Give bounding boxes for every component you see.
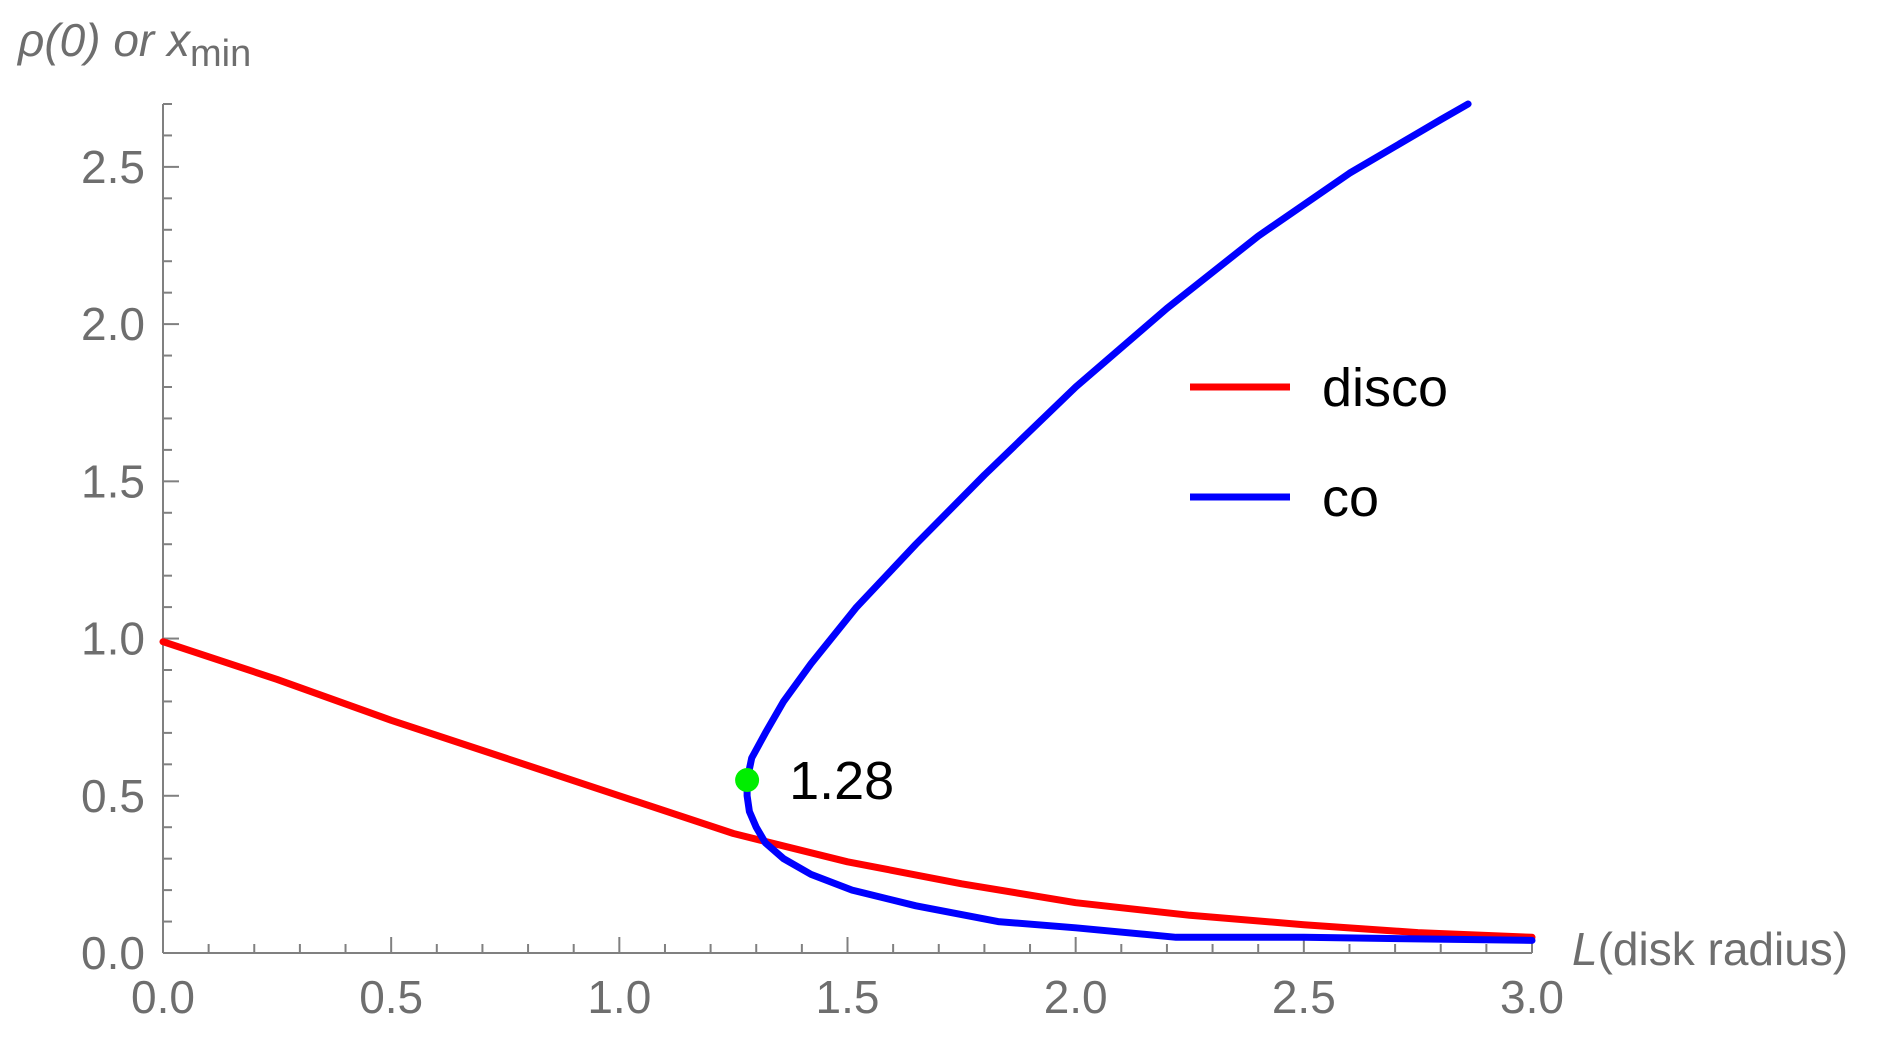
series-line-disco — [159, 638, 1536, 941]
x-axis-title-rest: (disk radius) — [1598, 923, 1849, 975]
x-axis-title-var: L — [1572, 923, 1598, 975]
x-tick-label: 1.0 — [587, 971, 651, 1023]
series-line-co — [743, 100, 1536, 944]
y-tick-label: 1.5 — [81, 455, 145, 507]
y-axis-title-sub: min — [190, 33, 251, 75]
x-tick-label: 2.5 — [1272, 971, 1336, 1023]
legend: disco co — [1190, 358, 1448, 528]
y-tick-label: 1.0 — [81, 613, 145, 665]
axes: 0.0 0.5 1.0 1.5 2.0 2.5 3.0 0.0 0.5 1.0 1.5 2.0 2.5 — [81, 103, 1564, 1023]
y-tick-label: 2.0 — [81, 298, 145, 350]
y-axis-title-prefix: ρ(0) or — [16, 14, 167, 66]
y-axis-title: ρ(0) or xmin — [16, 14, 251, 75]
annotation-marker — [735, 768, 760, 793]
y-tick-label: 0.0 — [81, 927, 145, 979]
y-tick-label: 2.5 — [81, 141, 145, 193]
legend-label-co: co — [1322, 468, 1379, 528]
legend-label-disco: disco — [1322, 358, 1448, 418]
y-axis-title-var: x — [165, 14, 192, 66]
y-tick-label: 0.5 — [81, 770, 145, 822]
annotation-label: 1.28 — [789, 751, 894, 811]
x-tick-label: 0.0 — [131, 971, 195, 1023]
x-tick-label: 0.5 — [359, 971, 423, 1023]
annotation-layer: 1.28 — [735, 751, 894, 811]
x-tick-label: 1.5 — [816, 971, 880, 1023]
x-tick-label: 2.0 — [1044, 971, 1108, 1023]
x-tick-label: 3.0 — [1500, 971, 1564, 1023]
x-axis-title: L(disk radius) — [1572, 923, 1848, 975]
